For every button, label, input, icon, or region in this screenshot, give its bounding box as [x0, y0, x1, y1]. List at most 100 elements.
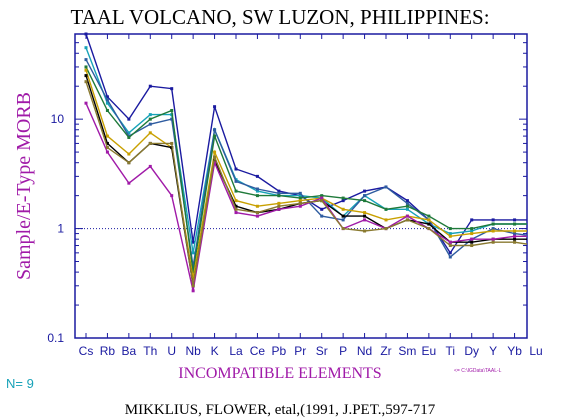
series-line	[85, 69, 527, 279]
data-point	[277, 207, 281, 211]
data-point	[234, 199, 238, 203]
data-point	[127, 117, 131, 121]
data-point	[234, 179, 238, 183]
y-tick-labels: 0.1 1 10	[47, 112, 64, 345]
data-point	[363, 229, 367, 233]
data-point	[148, 131, 152, 135]
data-point	[320, 196, 324, 200]
data-point	[491, 237, 495, 241]
data-point	[170, 87, 174, 91]
data-point	[470, 232, 474, 236]
data-point	[470, 229, 474, 233]
series-line	[85, 81, 527, 286]
data-point	[105, 150, 109, 154]
y-tick-label: 0.1	[47, 331, 64, 345]
data-point	[84, 74, 88, 78]
x-tick-label: Lu	[529, 344, 542, 358]
x-tick-label: Zr	[380, 344, 391, 358]
x-tick-label: Th	[143, 344, 157, 358]
data-point	[448, 232, 452, 236]
y-axis-label: Sample/E-Type MORB	[13, 92, 35, 280]
data-point	[513, 229, 517, 233]
data-point	[213, 128, 217, 132]
series-5	[84, 68, 538, 280]
data-point	[105, 108, 109, 112]
data-point	[513, 218, 517, 222]
data-point	[427, 227, 431, 231]
data-point	[363, 218, 367, 222]
data-point	[363, 211, 367, 215]
x-tick-label: U	[167, 344, 176, 358]
data-point	[234, 211, 238, 215]
data-point	[148, 122, 152, 126]
data-point	[363, 199, 367, 203]
data-point	[384, 185, 388, 189]
x-tick-label: Ti	[446, 344, 456, 358]
x-tick-label: P	[339, 344, 347, 358]
y-tick-label: 10	[51, 112, 65, 126]
data-point	[170, 117, 174, 121]
data-point	[234, 204, 238, 208]
data-point	[513, 240, 517, 244]
data-point	[513, 222, 517, 226]
x-axis-label: INCOMPATIBLE ELEMENTS	[178, 365, 381, 382]
data-point	[448, 227, 452, 231]
data-point	[127, 131, 131, 135]
data-point	[255, 214, 259, 218]
data-point	[148, 117, 152, 121]
x-tick-label: Pb	[272, 344, 287, 358]
data-point	[213, 134, 217, 138]
data-point	[277, 189, 281, 193]
data-point	[234, 189, 238, 193]
data-point	[255, 189, 259, 193]
data-point	[105, 141, 109, 145]
data-point	[341, 196, 345, 200]
data-point	[298, 201, 302, 205]
data-point	[405, 204, 409, 208]
data-point	[277, 191, 281, 195]
data-point	[320, 214, 324, 218]
series-line	[85, 47, 527, 254]
data-point	[535, 230, 538, 233]
citation: MIKKLIUS, FLOWER, etal,(1991, J.PET.,597…	[125, 402, 436, 418]
data-point	[535, 244, 538, 247]
data-point	[170, 141, 174, 145]
data-point	[535, 223, 538, 226]
data-point	[191, 251, 195, 255]
x-tick-label: Y	[489, 344, 497, 358]
x-tick-label: Rb	[100, 344, 116, 358]
data-point	[148, 113, 152, 117]
data-point	[191, 284, 195, 288]
data-point	[427, 222, 431, 226]
data-point	[491, 227, 495, 231]
series-line	[85, 66, 527, 273]
file-note: <= C:\IGData\TAAL-L	[454, 368, 502, 374]
data-point	[105, 98, 109, 102]
data-point	[320, 194, 324, 198]
data-point	[127, 161, 131, 165]
data-point	[84, 32, 88, 36]
x-tick-label: Pr	[294, 344, 306, 358]
data-point	[255, 194, 259, 198]
grid	[75, 33, 527, 339]
data-point	[470, 227, 474, 231]
data-point	[448, 255, 452, 259]
data-point	[405, 201, 409, 205]
y-tick-label: 1	[57, 222, 64, 236]
data-point	[213, 155, 217, 159]
data-point	[384, 218, 388, 222]
data-point	[405, 218, 409, 222]
data-point	[298, 191, 302, 195]
chart-title: TAAL VOLCANO, SW LUZON, PHILIPPINES:	[70, 5, 489, 29]
data-point	[405, 199, 409, 203]
data-point	[213, 150, 217, 154]
data-point	[491, 229, 495, 233]
x-tick-label: K	[211, 344, 219, 358]
data-point	[341, 199, 345, 203]
data-point	[84, 65, 88, 69]
data-point	[105, 146, 109, 150]
data-point	[513, 237, 517, 241]
data-point	[470, 218, 474, 222]
series-line	[85, 75, 527, 286]
